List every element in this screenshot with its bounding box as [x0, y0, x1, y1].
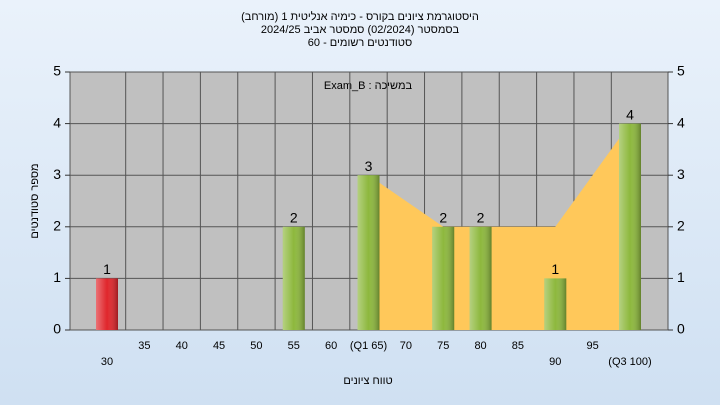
y-tick-label: 0: [53, 321, 61, 337]
x-tick-label: 75: [437, 340, 449, 352]
value-label: 1: [551, 261, 559, 277]
x-tick-label: 45: [213, 340, 225, 352]
y2-tick-label: 1: [677, 269, 685, 285]
value-label: 4: [626, 106, 634, 122]
y2-tick-label: 3: [677, 166, 685, 182]
bar-shade: [432, 226, 455, 330]
value-label: 2: [477, 210, 485, 226]
bar-shade: [96, 278, 118, 330]
bar-shade: [544, 278, 567, 330]
y-tick-label: 4: [53, 114, 61, 130]
value-label: 2: [439, 210, 447, 226]
x-tick-label: 60: [325, 340, 337, 352]
x-tick-label: (Q1 65): [350, 340, 387, 352]
x-tick-label: 30: [101, 356, 113, 368]
x-tick-label: 70: [400, 340, 412, 352]
x-tick-label: 50: [250, 340, 262, 352]
title-line: היסטוגרמת ציונים בקורס - כימיה אנליטית 1…: [241, 10, 479, 23]
bar-shade: [619, 123, 641, 330]
x-tick-label: 80: [474, 340, 486, 352]
y-tick-label: 5: [53, 63, 61, 79]
annotation: במשיכה : Exam_B: [324, 80, 413, 92]
value-label: 1: [103, 261, 111, 277]
x-tick-label: 40: [176, 340, 188, 352]
x-tick-label: 90: [549, 356, 561, 368]
value-label: 2: [290, 210, 298, 226]
title-line: בסמסטר (02/2024) סמסטר אביב 2024/25: [261, 24, 460, 36]
x-tick-label: 85: [512, 340, 524, 352]
x-tick-label: 95: [587, 340, 599, 352]
y-tick-label: 2: [53, 218, 61, 234]
y-tick-label: 3: [53, 166, 61, 182]
y2-tick-label: 5: [677, 63, 685, 79]
y-axis-label: מספר סטודנטים: [29, 163, 41, 238]
x-tick-label: 55: [288, 340, 300, 352]
y2-tick-label: 0: [677, 321, 685, 337]
y2-tick-label: 4: [677, 114, 685, 130]
value-label: 3: [365, 158, 373, 174]
x-axis-label: טווח ציונים: [343, 375, 392, 387]
x-tick-label: (Q3 100): [608, 356, 651, 368]
bar-shade: [469, 226, 492, 330]
x-tick-label: 35: [138, 340, 150, 352]
bar-shade: [357, 175, 380, 330]
y2-tick-label: 2: [677, 218, 685, 234]
y-tick-label: 1: [53, 269, 61, 285]
bar-shade: [282, 226, 305, 330]
title-line: סטודנטים רשומים - 60: [308, 37, 412, 49]
